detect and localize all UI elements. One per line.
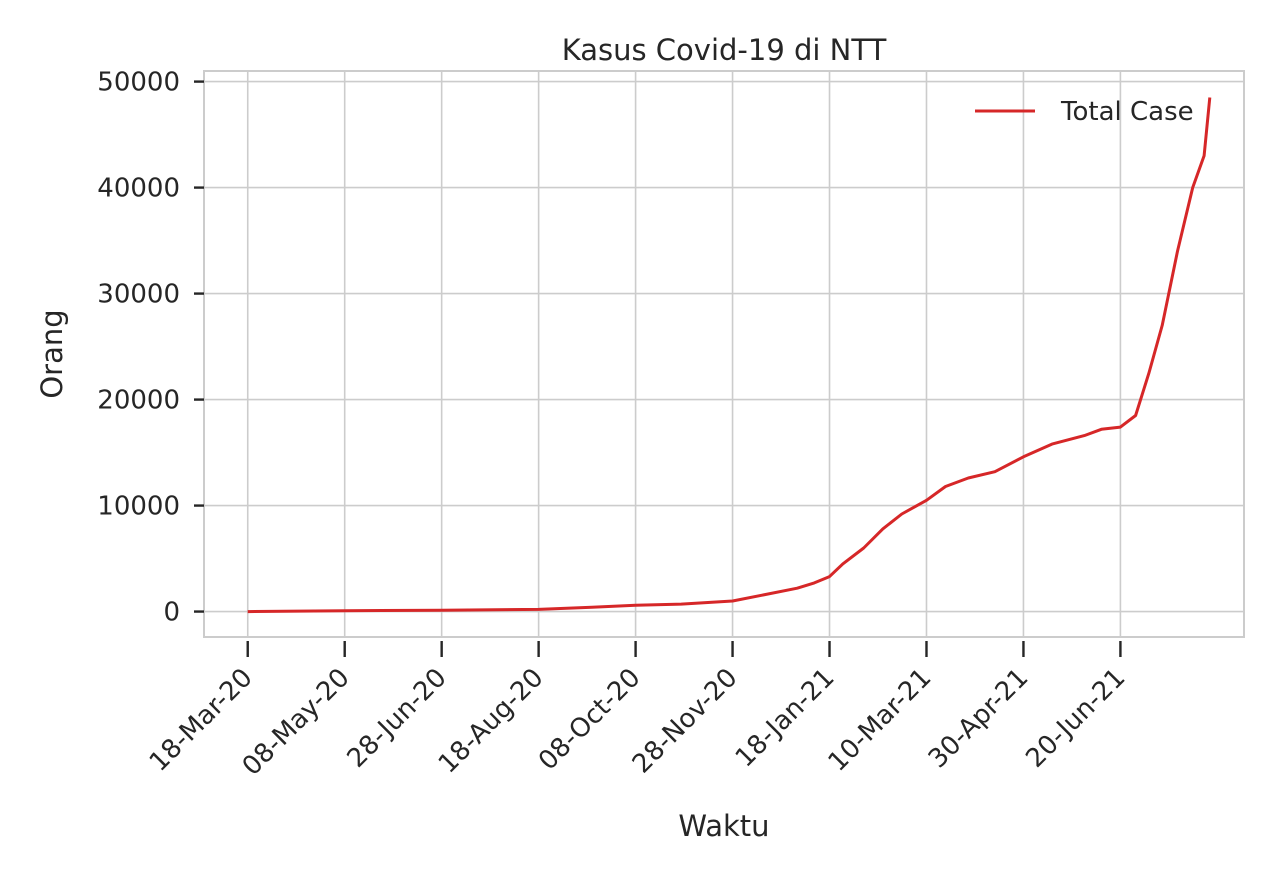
y-tick-label-4: 40000 [97,174,180,204]
y-tick-label-3: 30000 [97,280,180,310]
plot-frame [203,70,1245,638]
x-tick-label-3: 18-Aug-20 [433,663,550,780]
x-axis-label: Waktu [678,809,769,843]
chart-title: Kasus Covid-19 di NTT [562,33,887,67]
grid-lines [204,71,1244,637]
series-layer [247,97,1212,614]
y-axis-label: Orang [35,309,69,398]
axis-ticks: 0100002000030000400005000018-Mar-2008-Ma… [97,68,1131,782]
y-tick-label-0: 0 [163,598,180,628]
x-tick-label-5: 28-Nov-20 [627,663,744,780]
series-line-0 [247,97,1212,614]
legend: Total Case [975,97,1194,127]
x-tick-label-7: 10-Mar-21 [823,663,938,778]
x-tick-label-8: 30-Apr-21 [923,663,1035,775]
x-tick-label-9: 20-Jun-21 [1020,663,1131,774]
y-tick-label-2: 20000 [97,386,180,416]
y-tick-label-1: 10000 [97,492,180,522]
y-tick-label-5: 50000 [97,68,180,98]
legend-label-total-case: Total Case [1060,97,1194,127]
